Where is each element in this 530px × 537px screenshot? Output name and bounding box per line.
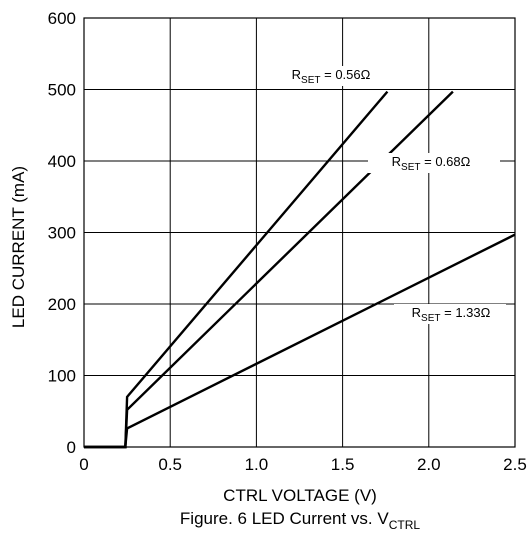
series-annotation-label: RSET = 0.68Ω bbox=[392, 154, 471, 173]
caption-subscript: CTRL bbox=[389, 518, 421, 532]
y-tick-label: 0 bbox=[67, 438, 76, 457]
caption-text: Figure. 6 LED Current vs. V bbox=[180, 509, 389, 528]
y-tick-label: 600 bbox=[48, 9, 76, 28]
x-axis-title: CTRL VOLTAGE (V) bbox=[223, 486, 377, 505]
x-tick-label: 1.5 bbox=[331, 455, 355, 474]
series-line bbox=[84, 90, 389, 449]
y-tick-label: 100 bbox=[48, 367, 76, 386]
x-tick-label: 1.0 bbox=[245, 455, 269, 474]
series-line bbox=[84, 233, 516, 449]
figure-caption: Figure. 6 LED Current vs. VCTRL bbox=[180, 509, 420, 532]
y-tick-label: 300 bbox=[48, 224, 76, 243]
y-tick-label: 400 bbox=[48, 152, 76, 171]
x-tick-labels: 0 0.5 1.0 1.5 2.0 2.5 bbox=[79, 455, 527, 474]
y-tick-labels: 0 100 200 300 400 500 600 bbox=[48, 9, 76, 457]
annotation-background bbox=[276, 66, 388, 86]
y-tick-label: 200 bbox=[48, 295, 76, 314]
series-annotation-label: RSET = 1.33Ω bbox=[412, 305, 491, 324]
x-tick-label: 0.5 bbox=[158, 455, 182, 474]
annotation-background bbox=[368, 153, 500, 173]
series-line bbox=[84, 90, 454, 449]
plot-area-frame bbox=[83, 17, 516, 448]
x-tick-label: 2.5 bbox=[503, 455, 527, 474]
x-tick-label: 0 bbox=[79, 455, 88, 474]
series-annotation-label: RSET = 0.56Ω bbox=[292, 67, 371, 86]
series-lines bbox=[84, 90, 516, 449]
y-tick-label: 500 bbox=[48, 81, 76, 100]
annotation-background bbox=[394, 304, 506, 324]
y-axis-title: LED CURRENT (mA) bbox=[9, 166, 28, 328]
series-annotations: RSET = 0.56Ω RSET = 0.68Ω RSET = 1.33Ω bbox=[276, 66, 506, 324]
x-tick-label: 2.0 bbox=[417, 455, 441, 474]
